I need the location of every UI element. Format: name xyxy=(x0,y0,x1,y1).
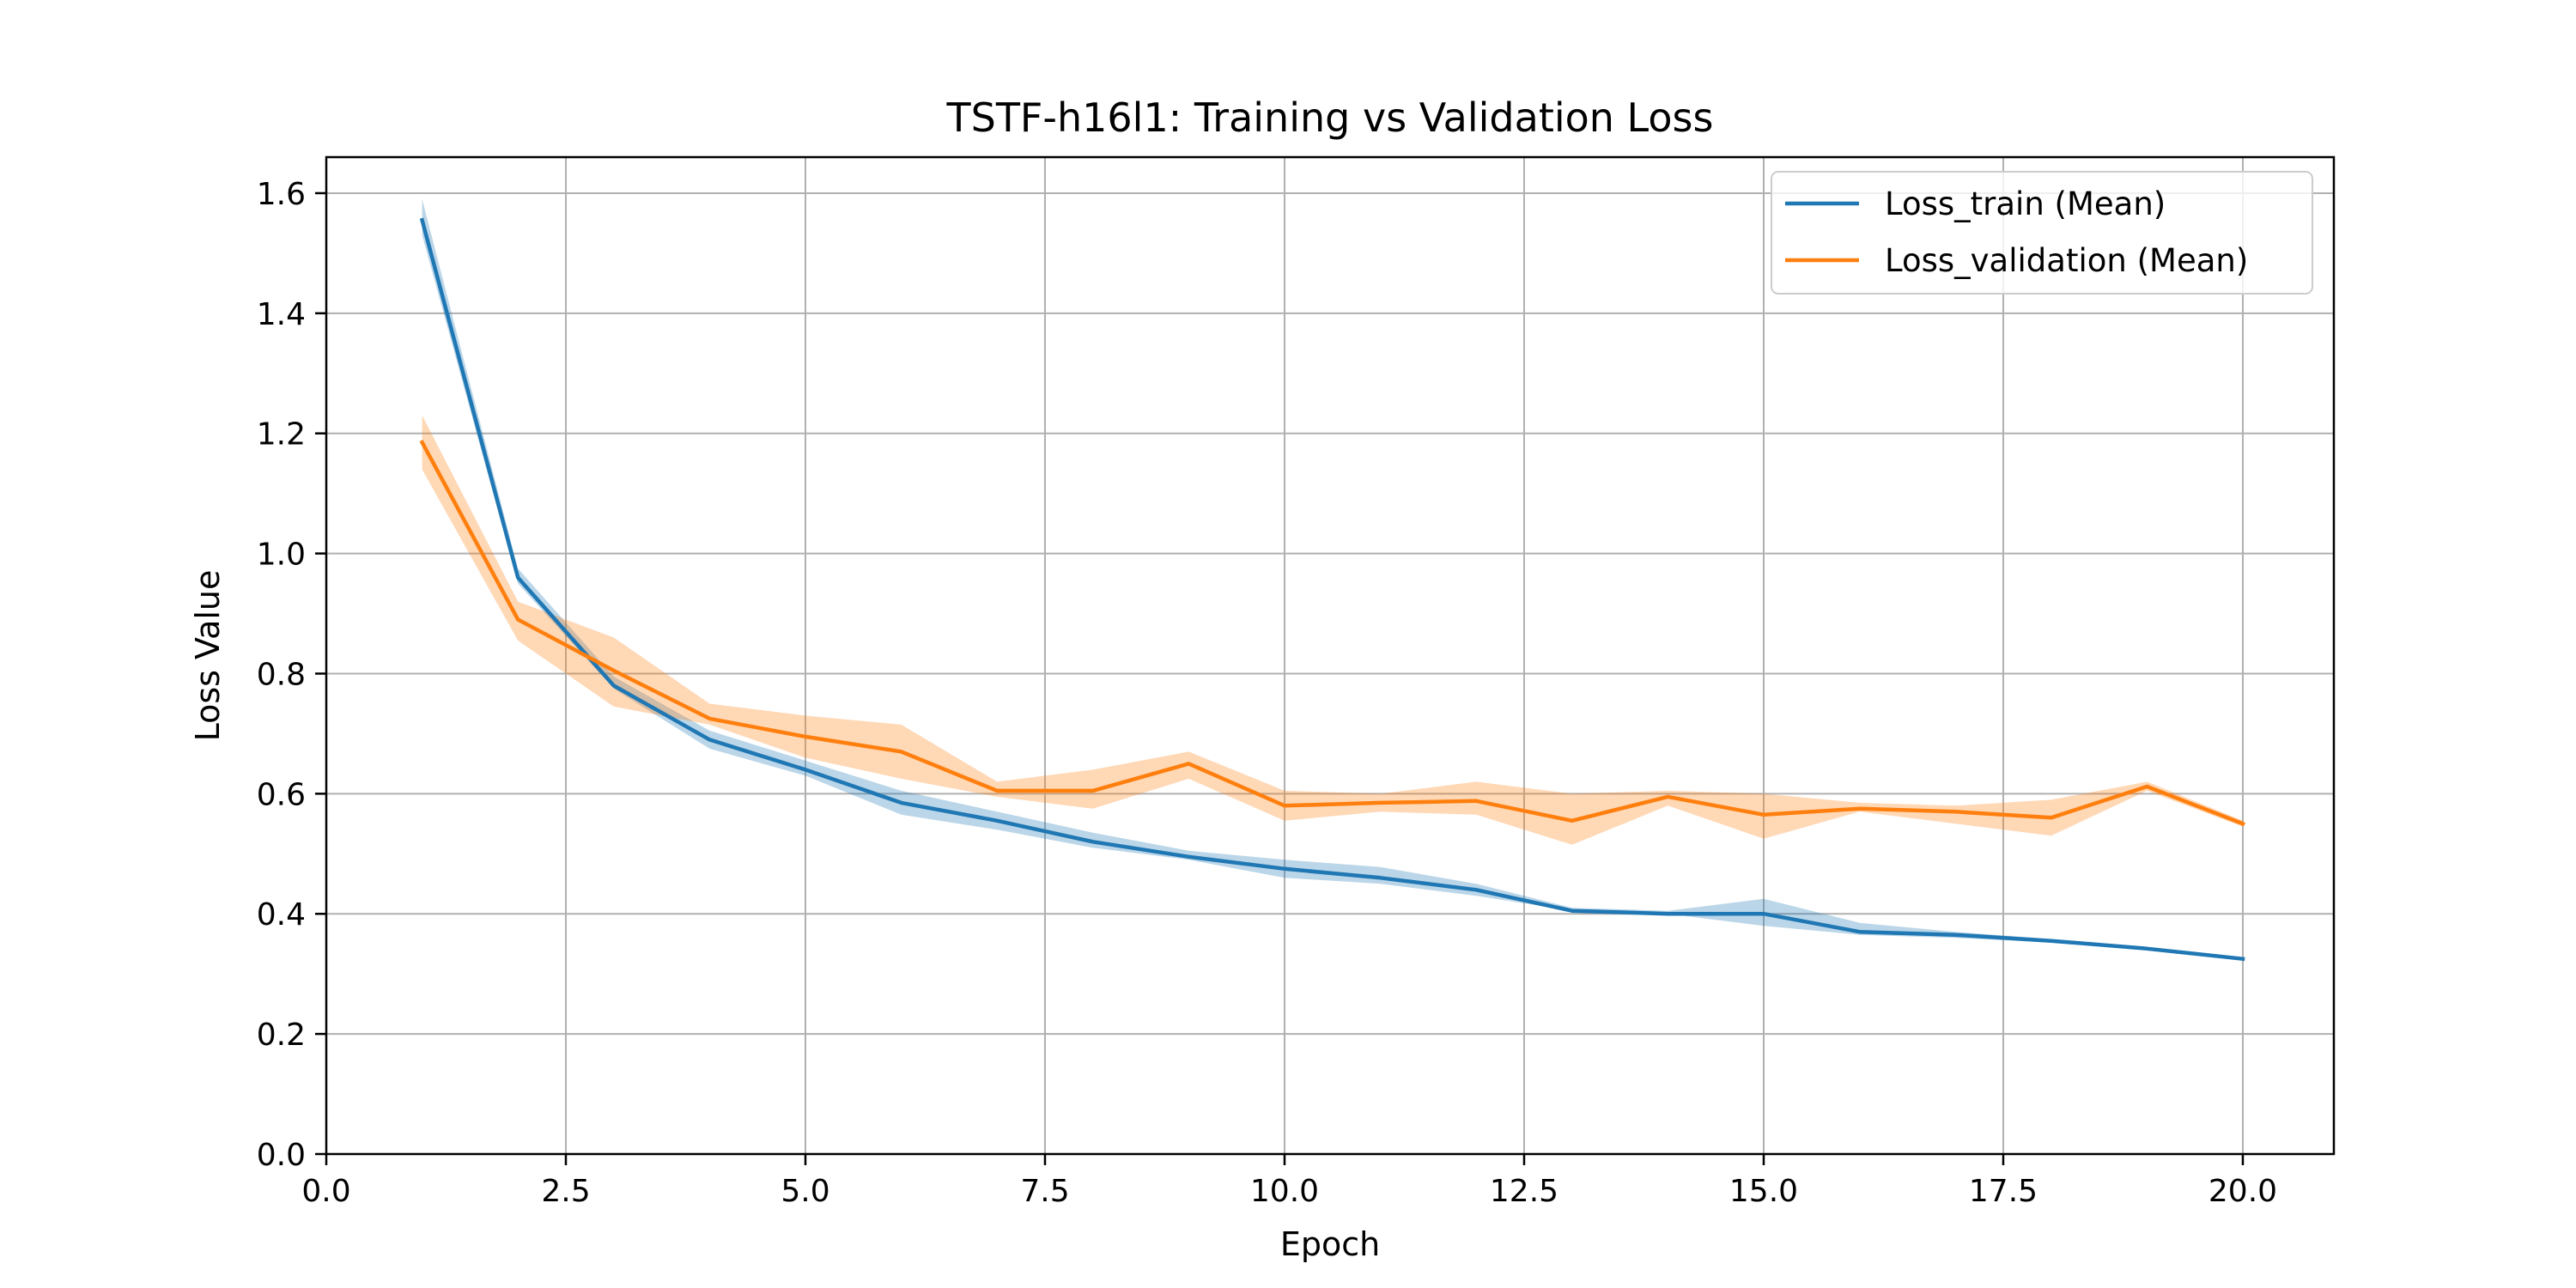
x-tick-label: 10.0 xyxy=(1250,1174,1319,1209)
legend: Loss_train (Mean) Loss_validation (Mean) xyxy=(1771,171,2313,295)
axis-ticks: 0.0 2.5 5.0 7.5 10.0 12.5 15.0 17.5 20.0 0.0 0.2 0.… xyxy=(257,177,2277,1209)
legend-label: Loss_train (Mean) xyxy=(1885,185,2166,222)
series-band-validation xyxy=(422,415,2243,845)
y-tick-label: 1.2 xyxy=(257,417,306,453)
y-tick-label: 1.6 xyxy=(257,177,306,212)
chart-title: TSTF-h16l1: Training vs Validation Loss xyxy=(946,94,1714,141)
x-tick-label: 2.5 xyxy=(541,1174,590,1209)
legend-label: Loss_validation (Mean) xyxy=(1885,242,2248,279)
y-axis-title: Loss Value xyxy=(189,570,227,742)
y-tick-label: 0.6 xyxy=(257,777,306,812)
x-tick-label: 20.0 xyxy=(2208,1174,2277,1209)
series-line-train xyxy=(419,217,2245,962)
y-tick-label: 0.2 xyxy=(257,1018,306,1053)
y-tick-label: 0.8 xyxy=(257,657,306,692)
series-line-validation xyxy=(419,440,2245,827)
x-tick-label: 5.0 xyxy=(781,1174,829,1209)
y-tick-label: 1.4 xyxy=(257,297,306,332)
y-tick-label: 0.0 xyxy=(257,1138,306,1173)
confidence-bands xyxy=(422,199,2243,961)
x-tick-label: 15.0 xyxy=(1729,1174,1798,1209)
plot-frame xyxy=(325,155,2336,1156)
series-lines xyxy=(419,217,2245,962)
x-tick-label: 17.5 xyxy=(1969,1174,2038,1209)
y-tick-label: 0.4 xyxy=(257,897,306,933)
y-tick-label: 1.0 xyxy=(257,538,306,573)
x-tick-label: 7.5 xyxy=(1020,1174,1069,1209)
legend-box xyxy=(1771,171,2313,295)
x-tick-label: 12.5 xyxy=(1490,1174,1558,1209)
x-axis-title: Epoch xyxy=(1280,1225,1380,1263)
x-tick-label: 0.0 xyxy=(301,1174,350,1209)
